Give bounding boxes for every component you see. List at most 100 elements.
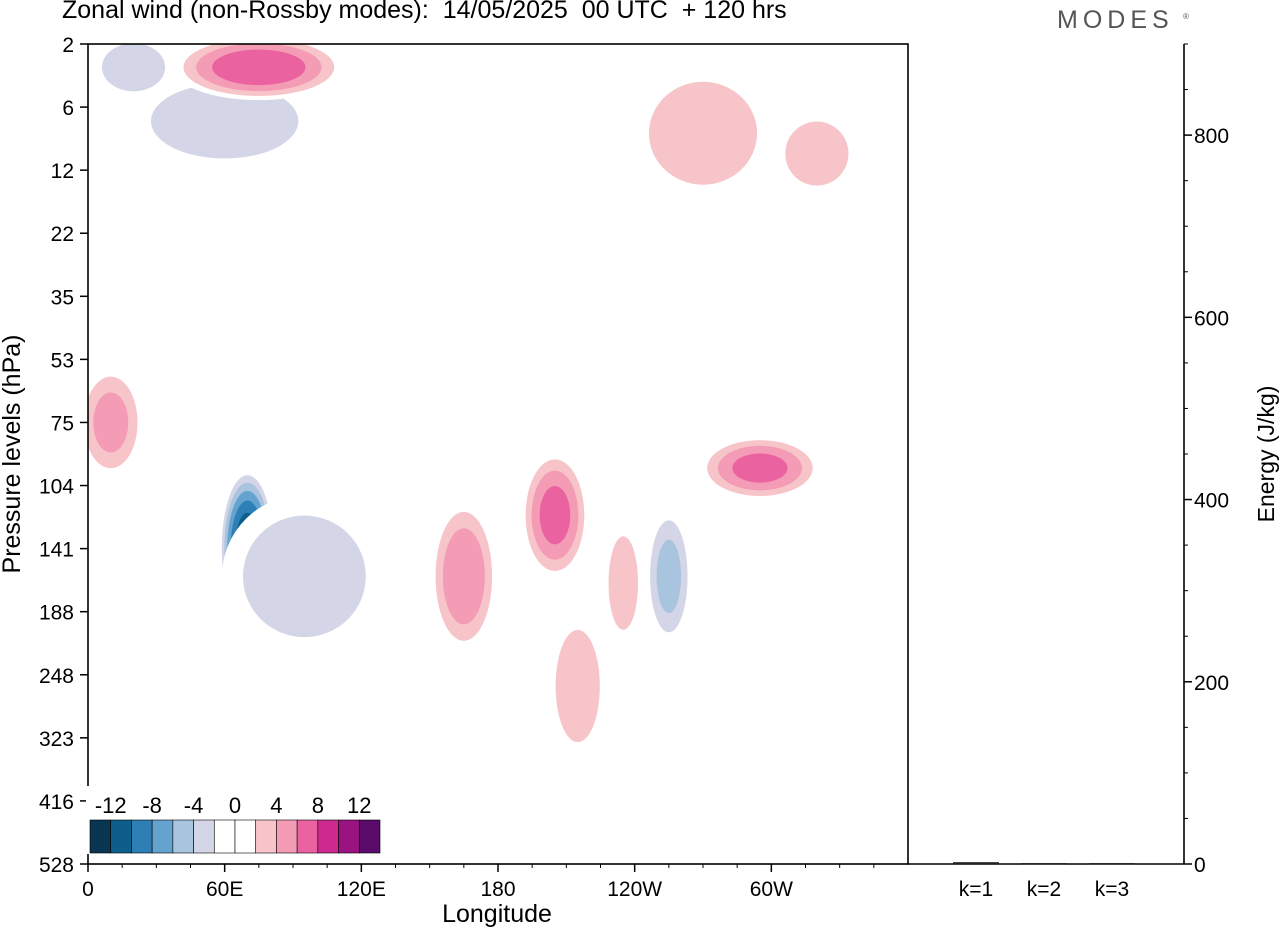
colorbar-swatch — [358, 819, 381, 854]
colorbar-swatch — [110, 819, 132, 854]
energy-bar-k=2 — [1021, 863, 1067, 865]
contour-band — [301, 661, 376, 779]
contour-band — [93, 392, 129, 453]
colorbar-swatch — [89, 819, 112, 854]
colorbar-swatch — [317, 819, 339, 854]
wind-anomaly-westerly-18 — [172, 44, 345, 101]
contour-band — [442, 528, 485, 625]
energy-tick-label: 400 — [1194, 490, 1229, 513]
colorbar-swatch — [255, 819, 277, 854]
longitude-axis: 0 60E 120E 180 120W 60W — [82, 864, 875, 901]
pressure-tick-label: 35 — [51, 286, 74, 309]
contour-band — [212, 49, 306, 86]
longitude-tick-label: 120W — [607, 878, 662, 901]
pressure-tick-label: 141 — [39, 539, 74, 562]
pressure-tick-label: 22 — [51, 223, 74, 246]
contour-band — [608, 536, 639, 630]
registered-mark: ® — [1183, 12, 1189, 21]
contour-band — [379, 44, 503, 156]
colorbar-label: 4 — [270, 793, 282, 818]
energy-bar-k=3 — [1089, 863, 1135, 865]
pressure-tick-label: 104 — [39, 476, 74, 499]
wind-anomaly-easterly-6 — [192, 388, 439, 482]
contour-band — [192, 388, 439, 482]
colorbar-swatch — [172, 819, 194, 854]
pressure-tick-label: 248 — [39, 665, 74, 688]
wind-anomaly-easterly-2 — [301, 661, 376, 779]
longitude-tick-label: 0 — [82, 878, 94, 901]
pressure-tick-label: 2 — [62, 34, 74, 57]
longitude-tick-label: 60E — [206, 878, 243, 901]
wind-anomaly-westerly-19 — [88, 365, 145, 480]
contour-band — [150, 83, 299, 159]
y-axis-label: Pressure levels (hPa) — [0, 335, 26, 574]
energy-category-label: k=2 — [1027, 878, 1061, 901]
contour-band — [555, 629, 600, 743]
colorbar-swatch — [151, 819, 174, 854]
contour-band — [91, 531, 153, 673]
wind-anomaly-westerly-13 — [500, 756, 587, 851]
wind-contour-field — [88, 44, 908, 864]
wind-anomaly-westerly-14 — [603, 520, 644, 646]
contour-band — [672, 684, 734, 802]
wind-anomaly-westerly-20 — [91, 531, 153, 673]
energy-bars: k=1 k=2 k=3 — [953, 862, 1135, 901]
pressure-tick-label: 53 — [51, 349, 74, 372]
colorbar-label: -12 — [95, 793, 127, 818]
wind-anomaly-easterly-3 — [379, 44, 503, 156]
modes-logo: MODES — [1057, 6, 1174, 34]
colorbar-label: 8 — [312, 793, 324, 818]
colorbar-legend: -12 -8 -4 0 4 8 12 — [86, 786, 382, 854]
wind-anomaly-westerly-11 — [520, 450, 590, 581]
colorbar-swatch — [338, 819, 360, 854]
longitude-tick-label: 180 — [480, 878, 515, 901]
wind-anomaly-westerly-15 — [698, 435, 822, 501]
colorbar-label: 0 — [229, 793, 241, 818]
pressure-tick-label: 528 — [39, 854, 74, 877]
wind-anomaly-easterly-8 — [88, 44, 182, 104]
contour-band — [102, 44, 166, 92]
energy-tick-label: 800 — [1194, 125, 1229, 148]
wind-anomaly-easterly-4 — [645, 506, 693, 647]
pressure-tick-label: 323 — [39, 728, 74, 751]
wind-anomaly-westerly-21 — [154, 690, 204, 796]
wind-anomaly-westerly-16 — [630, 64, 776, 203]
energy-tick-label: 600 — [1194, 307, 1229, 330]
colorbar-label: -8 — [142, 793, 162, 818]
colorbar-swatch — [193, 819, 215, 854]
colorbar-swatch — [234, 819, 257, 854]
energy-bar-k=1 — [953, 862, 999, 864]
pressure-tick-label: 75 — [51, 412, 74, 435]
pressure-axis: 2 6 12 22 35 53 75 104 141 188 248 323 416 528 — [39, 34, 88, 877]
colorbar-label: -4 — [184, 793, 204, 818]
contour-band — [352, 203, 507, 298]
colorbar-swatch — [131, 819, 153, 854]
wind-anomaly-easterly-1 — [221, 494, 387, 658]
contour-band — [785, 121, 849, 186]
contour-band — [656, 539, 682, 613]
energy-axis-label: Energy (J/kg) — [1253, 386, 1279, 523]
colorbar-swatch — [213, 819, 236, 854]
contour-band — [732, 453, 788, 483]
wind-anomaly-westerly-12 — [548, 610, 608, 762]
contour-band — [154, 690, 204, 796]
contour-band — [94, 269, 218, 364]
pressure-tick-label: 12 — [51, 160, 74, 183]
contour-band — [539, 486, 571, 545]
wind-anomaly-easterly-5 — [672, 684, 734, 802]
colorbar-swatch — [276, 819, 298, 854]
pressure-tick-label: 6 — [62, 97, 74, 120]
contour-band — [648, 81, 758, 185]
energy-category-label: k=1 — [959, 878, 993, 901]
longitude-tick-label: 60W — [750, 878, 793, 901]
colorbar-label: 12 — [347, 793, 371, 818]
energy-tick-label: 200 — [1194, 672, 1229, 695]
energy-tick-label: 0 — [1194, 854, 1206, 877]
pressure-tick-label: 416 — [39, 791, 74, 814]
chart-title: Zonal wind (non-Rossby modes): 14/05/202… — [62, 0, 787, 24]
wind-anomaly-westerly-10 — [429, 498, 498, 654]
energy-category-label: k=3 — [1095, 878, 1129, 901]
wind-anomaly-westerly-23 — [94, 269, 218, 364]
contour-band — [500, 756, 587, 851]
